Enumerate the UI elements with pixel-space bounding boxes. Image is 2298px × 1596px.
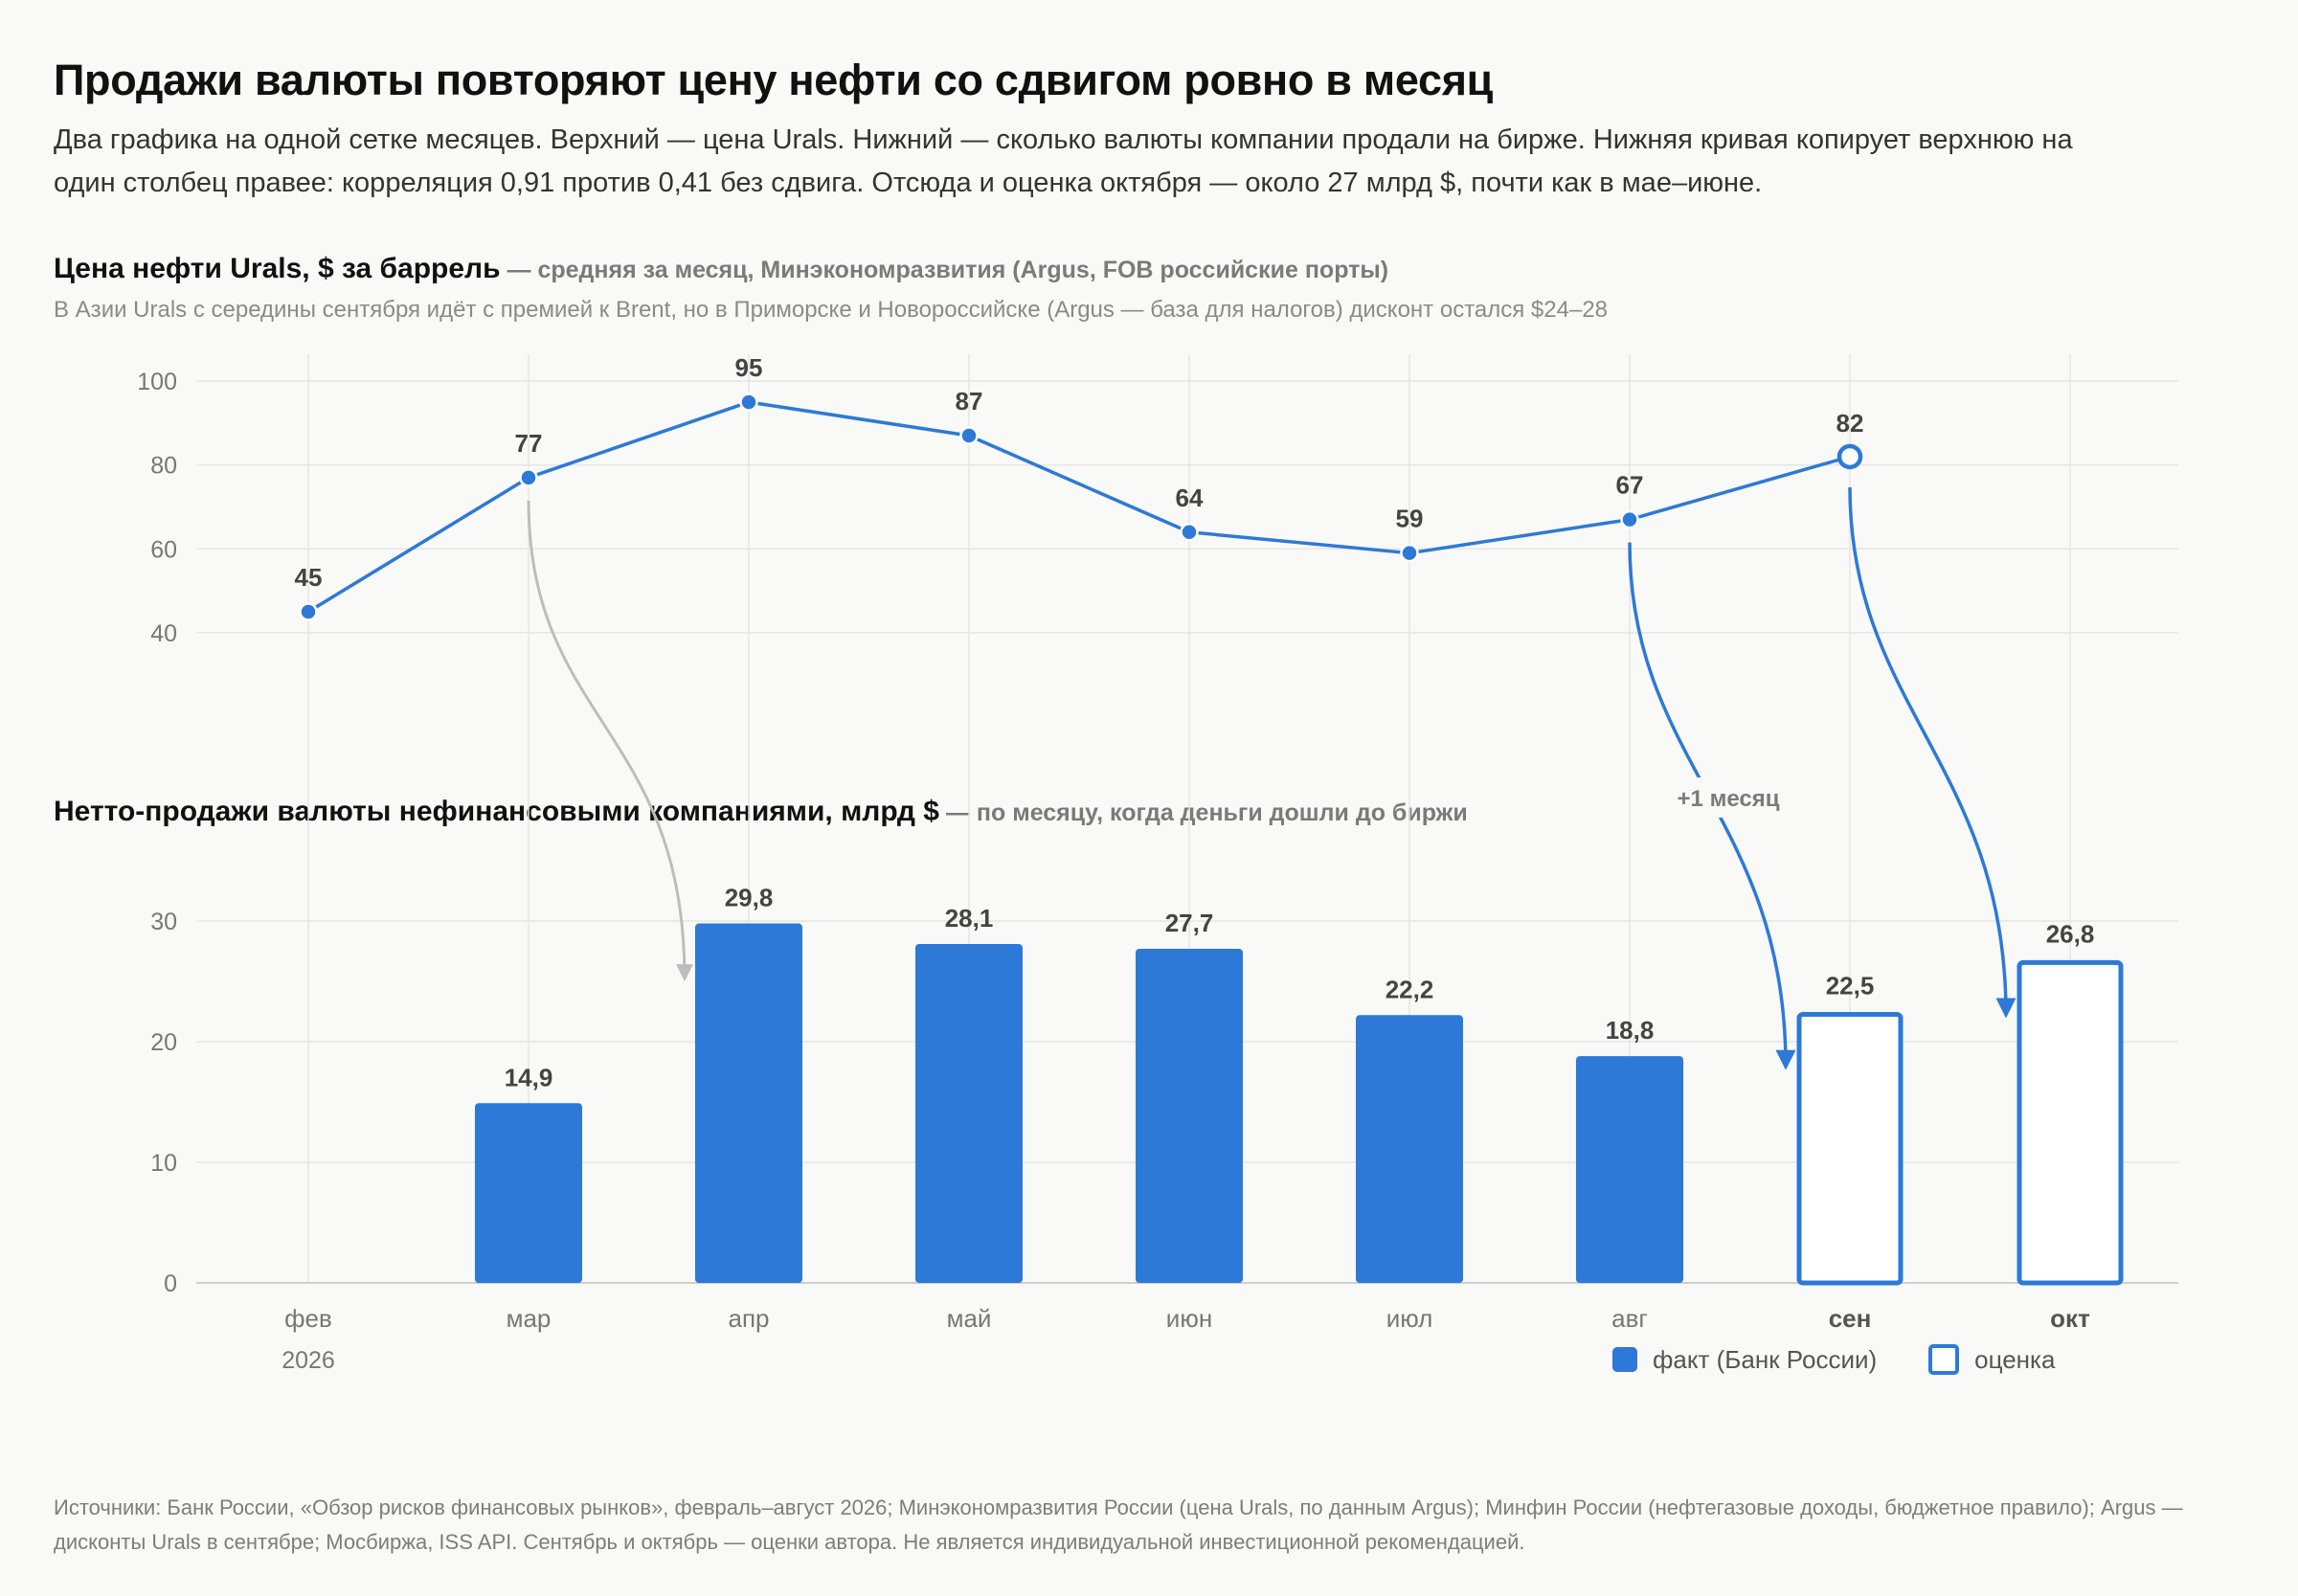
bar-value-label: 27,7 xyxy=(1165,909,1214,937)
bar-estimate-окт xyxy=(2016,959,2124,1286)
source-footer: Источники: Банк России, «Обзор рисков фи… xyxy=(54,1495,2183,1554)
legend-item-estimate: оценка xyxy=(1928,1344,2055,1375)
bar-июл xyxy=(1356,1015,1463,1283)
x-axis-month-label: окт xyxy=(2050,1304,2090,1333)
line-value-label: 45 xyxy=(295,563,323,592)
bar-y-tick-label: 0 xyxy=(164,1270,177,1297)
x-axis-month-label: фев xyxy=(284,1304,332,1333)
line-value-label: 64 xyxy=(1176,483,1204,512)
bar-value-label: 29,8 xyxy=(725,884,774,912)
connector-arrow-2 xyxy=(1848,486,2016,1019)
x-axis-month-label: сен xyxy=(1829,1304,1872,1333)
bar-июн xyxy=(1136,948,1243,1283)
top-chart-title: Цена нефти Urals, $ за баррель — средняя… xyxy=(54,253,1388,285)
legend-label-estimate: оценка xyxy=(1974,1344,2056,1374)
line-value-label: 59 xyxy=(1396,505,1424,533)
line-value-label: 77 xyxy=(515,429,543,458)
line-point-май xyxy=(959,426,979,445)
x-axis-month-label: апр xyxy=(729,1304,770,1333)
bar-value-label: 26,8 xyxy=(2046,919,2095,948)
top-chart-note: В Азии Urals с середины сентября идёт с … xyxy=(54,297,1609,323)
urals-price-line xyxy=(307,400,1851,614)
line-point-estimate-сен xyxy=(1836,443,1863,470)
legend-swatch-fact xyxy=(1612,1347,1637,1372)
line-value-label: 82 xyxy=(1836,409,1864,438)
line-point-июн xyxy=(1180,523,1199,542)
legend-swatch-estimate xyxy=(1928,1344,1960,1375)
bar-value-label: 22,5 xyxy=(1826,972,1875,1000)
chart-headline: Продажи валюты повторяют цену нефти со с… xyxy=(54,56,1494,104)
line-point-мар xyxy=(519,468,538,487)
line-value-label: 67 xyxy=(1616,471,1644,500)
x-axis-month-label: мар xyxy=(507,1304,552,1333)
line-y-tick-label: 60 xyxy=(150,536,177,563)
line-y-tick-label: 40 xyxy=(150,620,177,647)
line-point-апр xyxy=(739,393,758,412)
line-point-июл xyxy=(1400,543,1419,563)
bar-мар xyxy=(475,1103,582,1283)
chart-legend: факт (Банк России) оценка xyxy=(1612,1342,2055,1377)
shift-label-text: +1 месяц xyxy=(1678,786,1780,812)
legend-label-fact: факт (Банк России) xyxy=(1653,1344,1878,1374)
bar-value-label: 14,9 xyxy=(505,1063,553,1091)
bar-value-label: 22,2 xyxy=(1386,975,1434,1003)
bar-estimate-сен xyxy=(1796,1012,1904,1286)
bar-авг xyxy=(1576,1056,1683,1283)
x-axis-month-label: июл xyxy=(1386,1304,1433,1333)
bar-value-label: 28,1 xyxy=(945,904,994,933)
bar-апр xyxy=(695,923,802,1283)
bottom-chart-title-subtitle: — по месяцу, когда деньги дошли до биржи xyxy=(939,799,1468,826)
shift-label: +1 месяц xyxy=(1664,777,1792,818)
bar-y-tick-label: 10 xyxy=(150,1150,177,1177)
legend-item-fact: факт (Банк России) xyxy=(1612,1345,1877,1375)
line-value-label: 87 xyxy=(956,387,983,416)
line-y-tick-label: 100 xyxy=(137,369,177,395)
x-axis-month-label: авг xyxy=(1611,1304,1648,1333)
x-axis-month-label: май xyxy=(947,1304,992,1333)
line-point-фев xyxy=(299,602,318,621)
shift-label-bg xyxy=(1664,777,1792,818)
bottom-chart-title-main: Нетто-продажи валюты нефинансовыми компа… xyxy=(54,796,939,827)
line-y-tick-label: 80 xyxy=(150,453,177,480)
bar-value-label: 18,8 xyxy=(1606,1016,1655,1045)
line-point-авг xyxy=(1620,509,1639,529)
bar-y-tick-label: 20 xyxy=(150,1029,177,1056)
bar-y-tick-label: 30 xyxy=(150,909,177,935)
top-chart-title-main: Цена нефти Urals, $ за баррель xyxy=(54,253,501,284)
connector-arrow-0 xyxy=(527,500,693,982)
x-axis-month-label: июн xyxy=(1166,1304,1212,1333)
x-axis-year-label: 2026 xyxy=(282,1347,335,1374)
top-chart-title-subtitle: — средняя за месяц, Минэкономразвития (A… xyxy=(500,257,1389,283)
bar-май xyxy=(915,943,1023,1283)
line-value-label: 95 xyxy=(735,353,763,382)
chart-lede: Два графика на одной сетке месяцев. Верх… xyxy=(54,124,2073,198)
bottom-chart-title: Нетто-продажи валюты нефинансовыми компа… xyxy=(54,796,1468,828)
